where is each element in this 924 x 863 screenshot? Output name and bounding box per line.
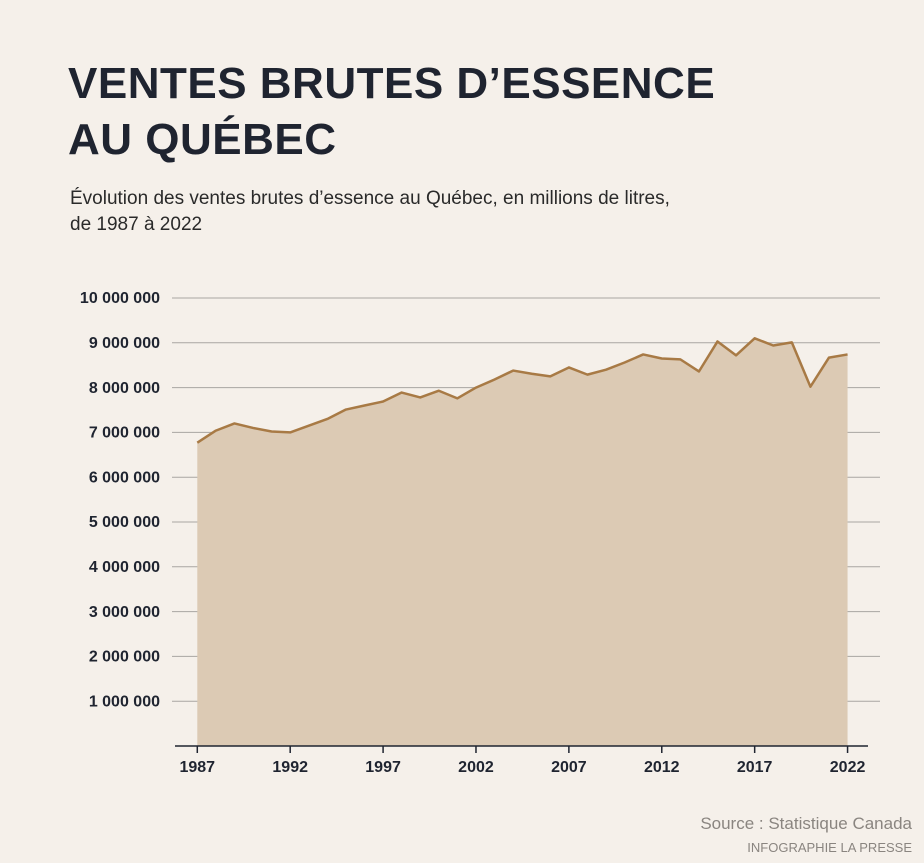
x-tick-label: 2012 — [644, 759, 680, 776]
y-tick-label: 7 000 000 — [89, 425, 160, 442]
x-tick-label: 1987 — [179, 759, 215, 776]
chart-title: VENTES BRUTES D’ESSENCE AU QUÉBEC — [68, 59, 716, 164]
area-fill — [197, 338, 848, 746]
x-tick-label: 1997 — [365, 759, 401, 776]
x-tick-label: 2022 — [830, 759, 866, 776]
x-tick-label: 1992 — [272, 759, 308, 776]
y-tick-label: 9 000 000 — [89, 335, 160, 352]
x-tick-label: 2007 — [551, 759, 587, 776]
y-tick-label: 3 000 000 — [89, 604, 160, 621]
y-tick-label: 2 000 000 — [89, 649, 160, 666]
y-tick-label: 8 000 000 — [89, 380, 160, 397]
area-line — [196, 337, 848, 444]
y-tick-label: 1 000 000 — [89, 693, 160, 710]
x-tick-label: 2002 — [458, 759, 494, 776]
x-tick-label: 2017 — [737, 759, 773, 776]
y-tick-label: 5 000 000 — [89, 514, 160, 531]
y-tick-label: 6 000 000 — [89, 469, 160, 486]
y-tick-label: 4 000 000 — [89, 559, 160, 576]
chart-subtitle: Évolution des ventes brutes d’essence au… — [70, 188, 670, 235]
source: Source : Statistique Canada — [700, 814, 912, 833]
credit: INFOGRAPHIE LA PRESSE — [747, 840, 912, 855]
y-tick-label: 10 000 000 — [80, 290, 160, 307]
